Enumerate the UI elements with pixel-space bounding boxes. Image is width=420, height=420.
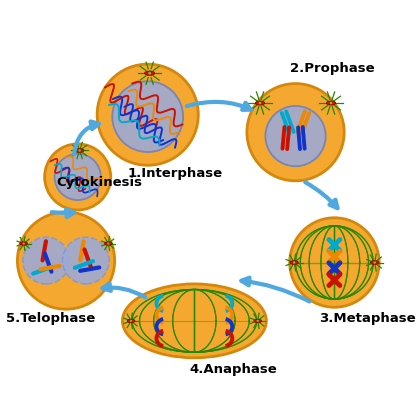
Text: 4.Anaphase: 4.Anaphase [189,363,277,376]
Circle shape [17,212,115,309]
Text: 2.Prophase: 2.Prophase [290,61,375,74]
Ellipse shape [255,101,265,105]
Text: 1.Interphase: 1.Interphase [127,167,223,180]
Ellipse shape [370,260,379,265]
Circle shape [63,237,109,284]
Ellipse shape [75,149,84,152]
Ellipse shape [122,284,266,358]
Circle shape [330,102,332,104]
Text: 3.Metaphase: 3.Metaphase [319,312,416,325]
Ellipse shape [326,101,336,105]
Circle shape [130,320,132,322]
Circle shape [257,320,259,322]
Ellipse shape [20,242,28,245]
Circle shape [112,81,183,152]
Ellipse shape [127,319,135,323]
Circle shape [23,242,25,244]
Circle shape [247,84,344,181]
Circle shape [293,261,295,264]
Circle shape [148,72,151,75]
Circle shape [259,102,261,104]
Text: 5.Telophase: 5.Telophase [6,312,95,326]
Ellipse shape [254,319,262,323]
Circle shape [107,242,110,244]
Circle shape [23,237,70,284]
Text: Cytokinesis: Cytokinesis [56,176,142,189]
Circle shape [45,144,111,210]
Ellipse shape [290,260,299,265]
Circle shape [55,154,101,200]
Circle shape [79,149,81,152]
Ellipse shape [144,71,155,76]
Circle shape [290,218,379,307]
Circle shape [265,106,326,166]
Circle shape [97,64,198,165]
Circle shape [373,261,376,264]
Ellipse shape [105,242,112,245]
